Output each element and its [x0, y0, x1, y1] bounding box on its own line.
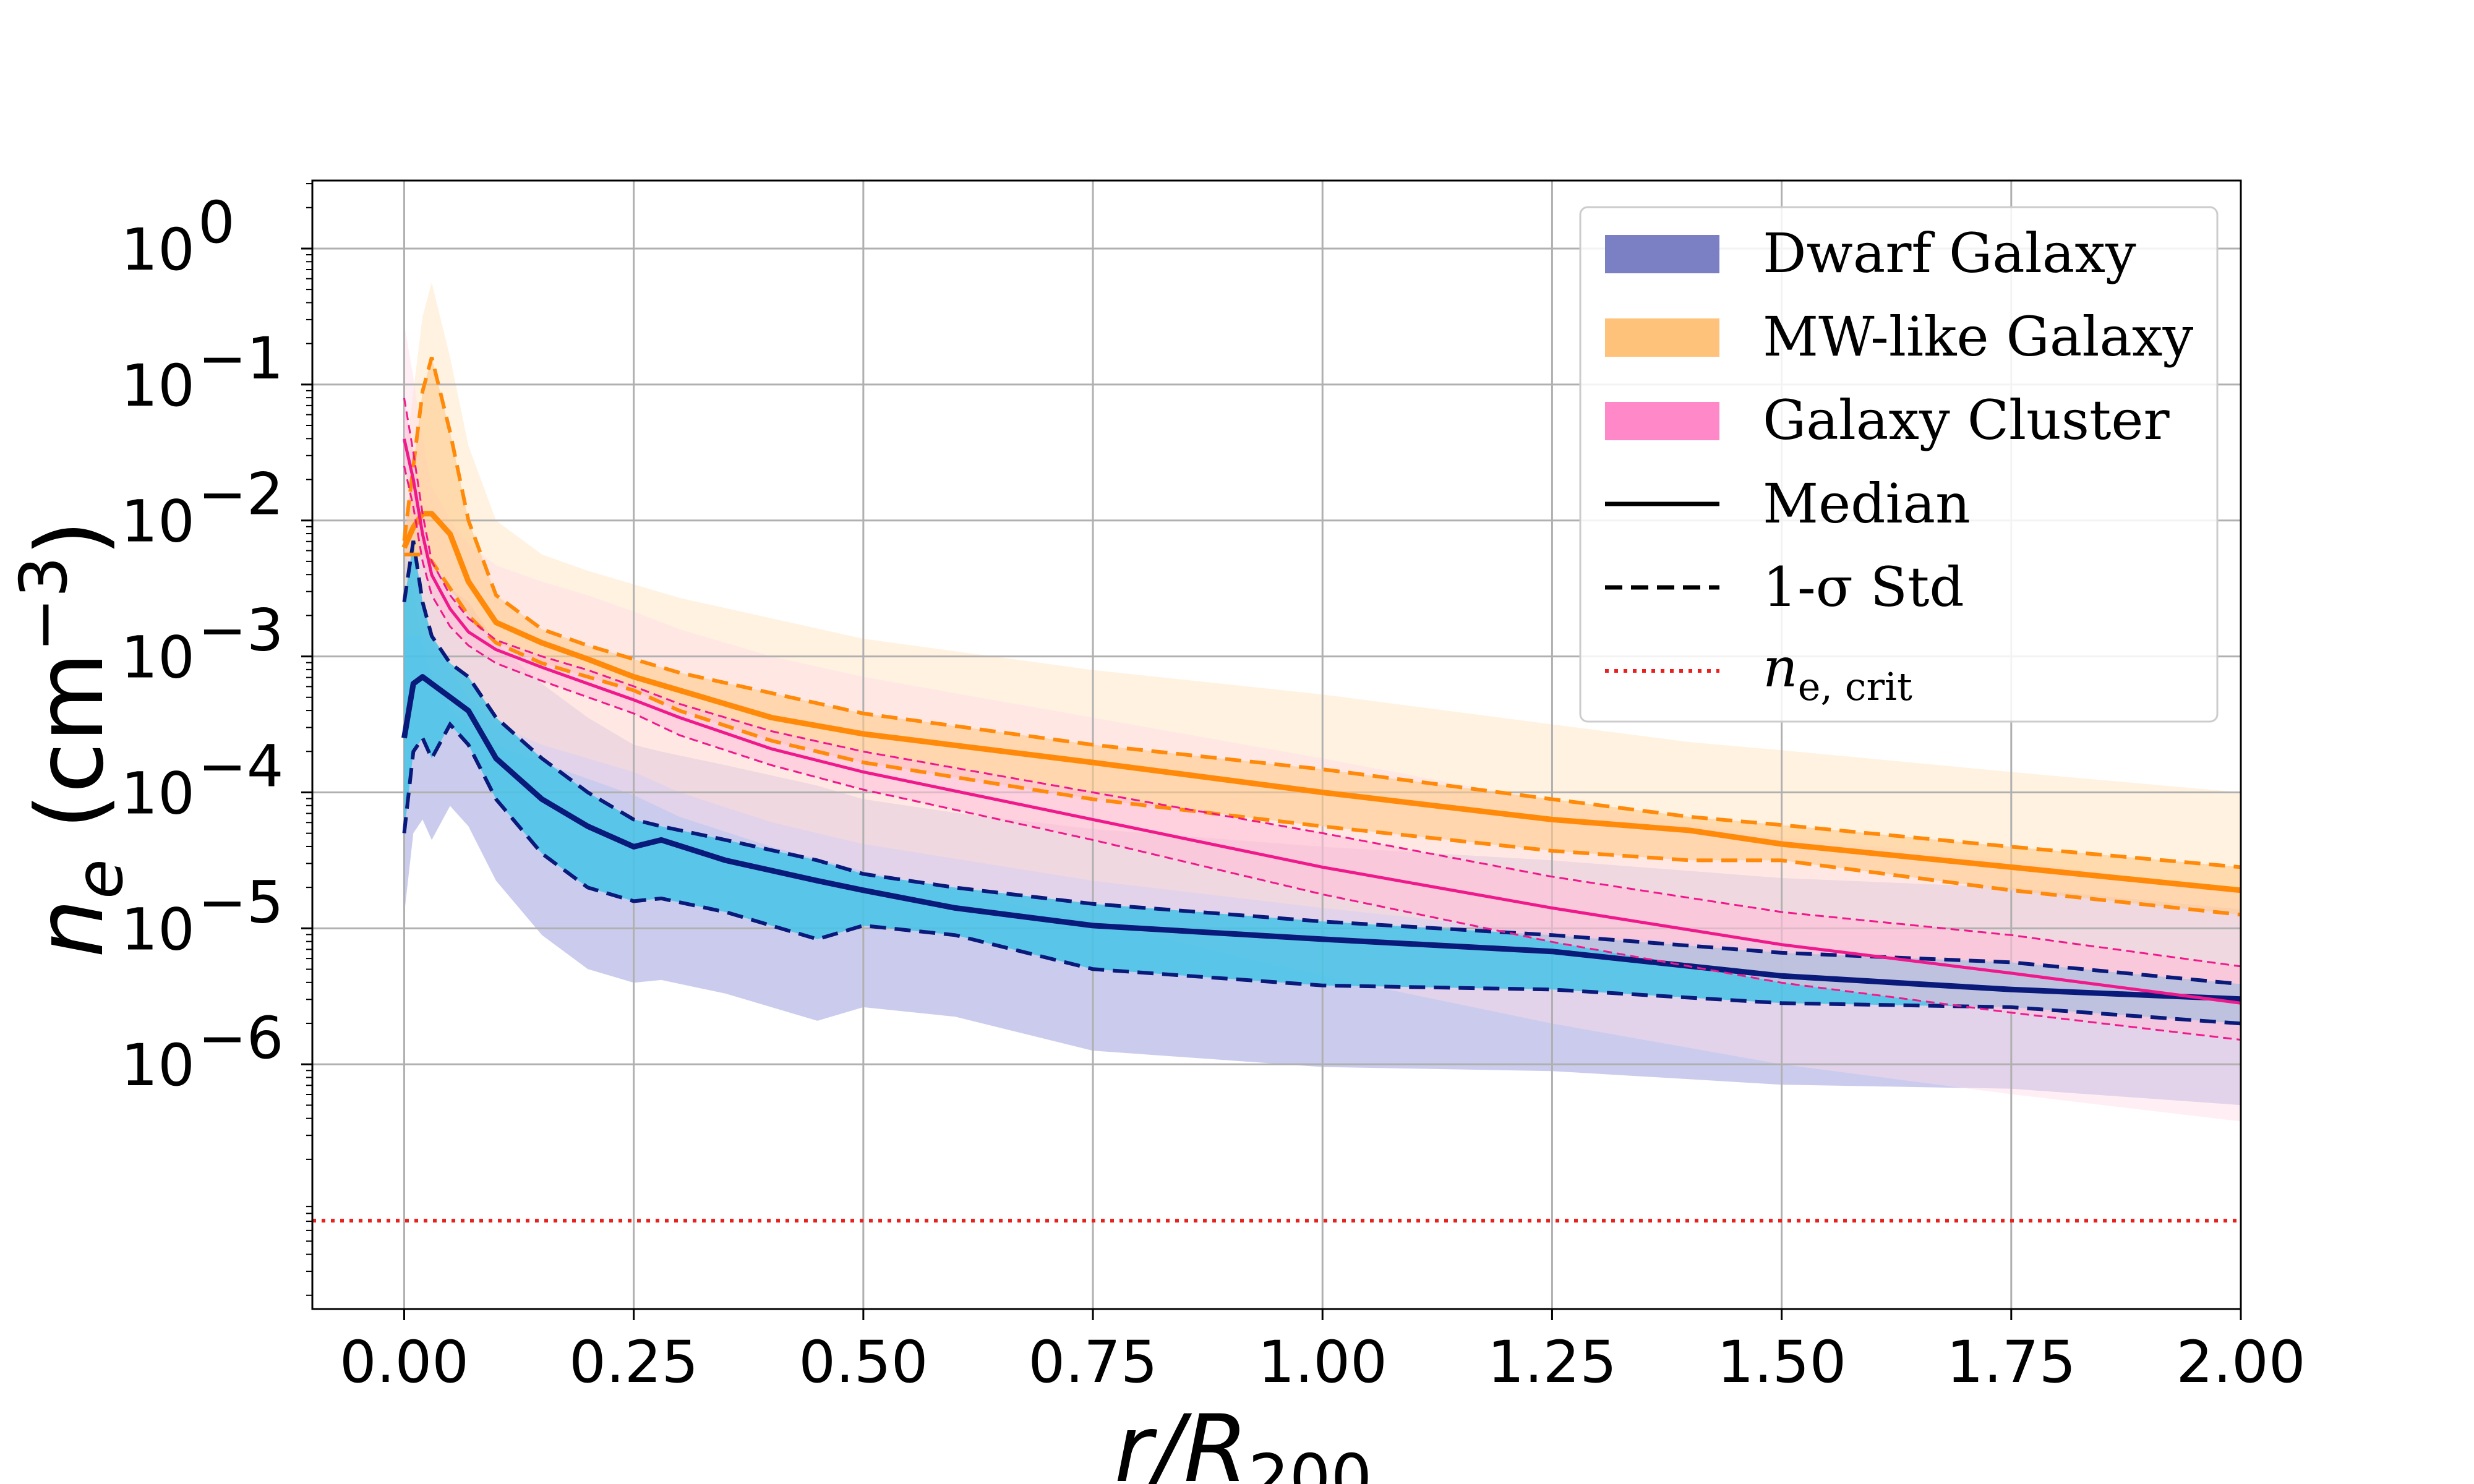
x-tick-label-6: 1.50 — [1717, 1329, 1846, 1396]
y-tick-label-4: 10 — [121, 760, 195, 827]
x-tick-label-4: 1.00 — [1258, 1329, 1387, 1396]
y-axis-label-unit: (cm — [17, 652, 124, 859]
x-tick-label-5: 1.25 — [1487, 1329, 1617, 1396]
legend-label-std: 1-σ Std — [1763, 555, 1964, 619]
y-axis-label-exp: −3 — [6, 556, 82, 652]
galaxy-clustermedian-line — [403, 438, 2241, 1005]
legend: Dwarf Galaxy MW-like Galaxy Galaxy Clust… — [1579, 206, 2219, 723]
y-tick-label-2: 10 — [121, 488, 195, 556]
y-tick-exp-2: −2 — [198, 461, 284, 529]
plot-frame — [311, 179, 2242, 1310]
series-lines-layer — [401, 357, 2241, 1041]
y-tick-exp-1: −1 — [198, 325, 284, 393]
mw-like-galaxymedian-line — [401, 511, 2241, 893]
x-axis-label-main: r/R — [1115, 1396, 1248, 1484]
x-tick-label-0: 0.00 — [340, 1329, 469, 1396]
mw-like-galaxystd-band — [404, 357, 2241, 915]
x-tick-label-1: 0.25 — [569, 1329, 698, 1396]
legend-crit-main: n — [1763, 636, 1798, 699]
galaxy-clusterstd-band — [404, 398, 2241, 1040]
dwarf-galaxyupper-std-line — [402, 540, 2241, 986]
y-tick-exp-3: −3 — [198, 597, 284, 665]
galaxy-clusterupper-std-line — [403, 398, 2241, 968]
x-axis-ticks: 0.00 0.25 0.50 0.75 1.00 1.25 1.50 1.75 2.00 — [340, 1309, 2306, 1396]
y-axis-label: ne (cm−3) — [6, 520, 137, 958]
y-tick-label-0: 10 — [121, 216, 195, 284]
x-tick-label-8: 2.00 — [2176, 1329, 2305, 1396]
legend-label-median: Median — [1763, 472, 1971, 535]
y-tick-label-5: 10 — [121, 896, 195, 963]
x-axis-label: r/R200 — [1115, 1396, 1372, 1484]
x-tick-label-3: 0.75 — [1028, 1329, 1157, 1396]
dwarf-galaxylower-std-line — [402, 721, 2241, 1026]
y-tick-label-1: 10 — [121, 352, 195, 420]
x-tick-label-7: 1.75 — [1946, 1329, 2076, 1396]
y-axis-label-close: ) — [17, 520, 124, 556]
y-tick-exp-0: 0 — [198, 189, 235, 257]
x-axis-label-sub: 200 — [1248, 1441, 1372, 1484]
legend-swatch-dwarf — [1605, 235, 1719, 273]
legend-label-dwarf: Dwarf Galaxy — [1763, 221, 2136, 285]
std-band-layer — [404, 357, 2241, 1040]
legend-crit-sub: e, crit — [1798, 664, 1912, 709]
galaxy-clusterlower-std-line — [403, 466, 2241, 1041]
y-axis-label-sub: e — [62, 859, 137, 899]
y-tick-exp-6: −6 — [198, 1005, 284, 1072]
legend-label-mw: MW-like Galaxy — [1763, 305, 2194, 369]
legend-label-crit: ne, crit — [1763, 636, 1912, 709]
mw-like-galaxyupper-std-line — [402, 357, 2241, 869]
y-tick-exp-5: −5 — [198, 869, 284, 936]
y-tick-label-6: 10 — [121, 1032, 195, 1099]
dwarf-galaxymedian-line — [401, 674, 2241, 1002]
legend-label-cluster: Galaxy Cluster — [1763, 388, 2170, 452]
legend-box — [1579, 206, 2219, 723]
dwarf-galaxystd-band — [404, 540, 2241, 1024]
y-axis-label-main: n — [17, 899, 124, 958]
y-tick-label-3: 10 — [121, 625, 195, 692]
y-tick-exp-4: −4 — [198, 733, 284, 800]
x-tick-label-2: 0.50 — [798, 1329, 928, 1396]
legend-swatch-mw — [1605, 318, 1719, 357]
legend-swatch-cluster — [1605, 402, 1719, 440]
